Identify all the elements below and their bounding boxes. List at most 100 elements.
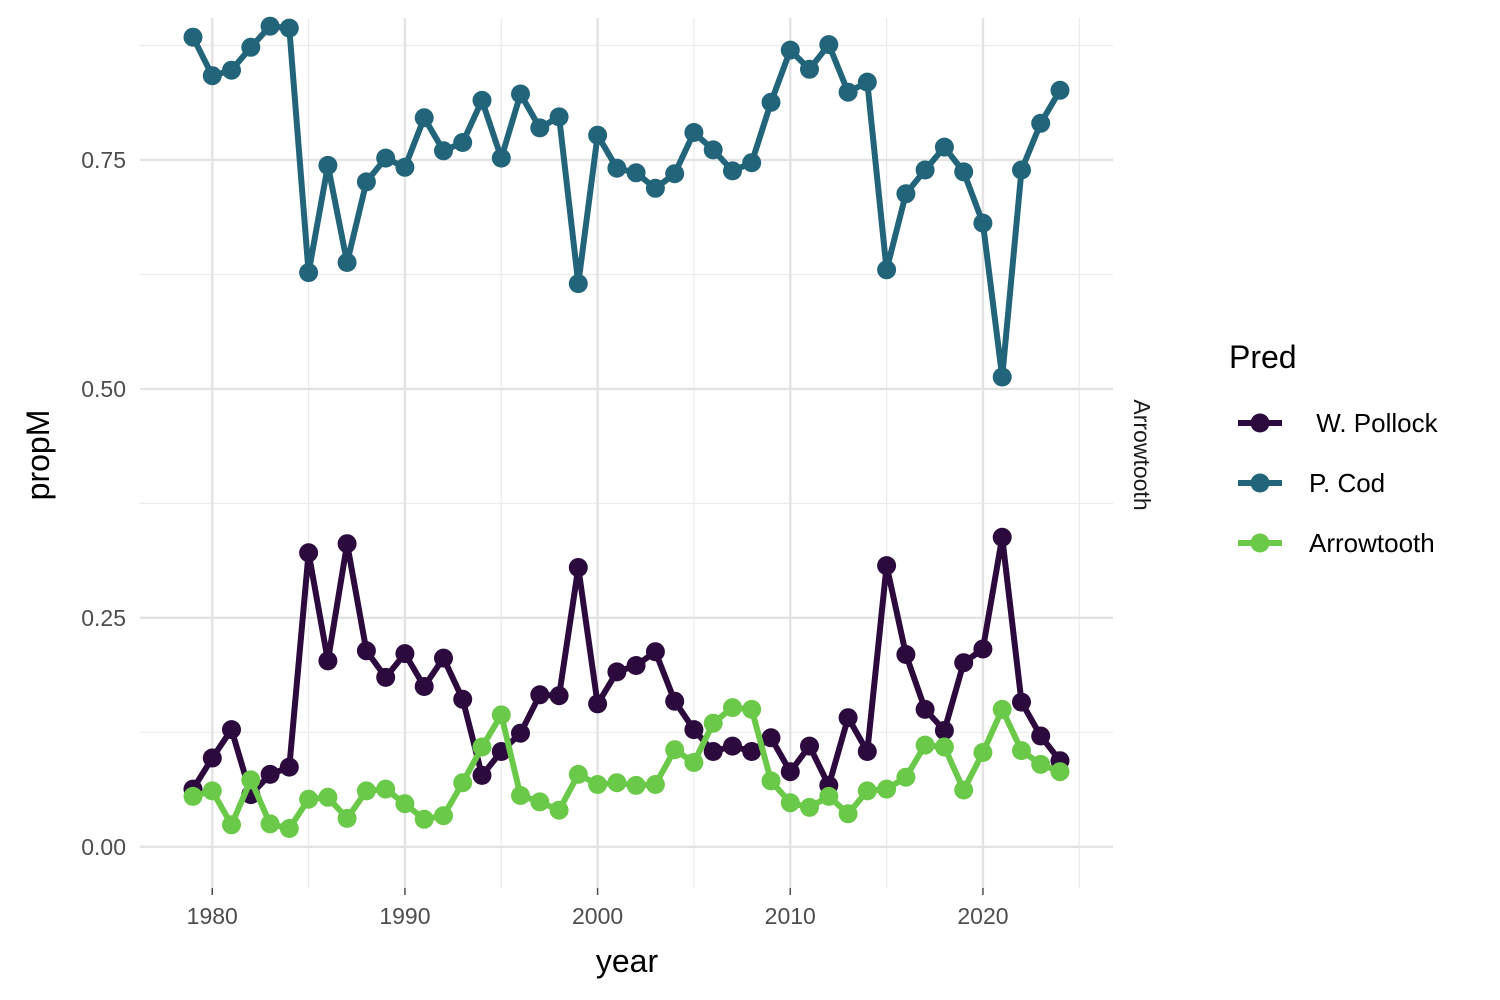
data-point bbox=[915, 735, 935, 755]
data-point bbox=[588, 125, 608, 145]
data-point bbox=[434, 806, 453, 826]
data-point bbox=[202, 66, 222, 86]
data-point bbox=[934, 721, 954, 740]
data-point bbox=[202, 748, 222, 768]
data-point bbox=[183, 786, 203, 806]
data-point bbox=[780, 40, 800, 60]
data-point bbox=[222, 60, 241, 80]
data-point bbox=[260, 16, 280, 36]
facet-strip-label: Arrowtooth bbox=[1129, 399, 1155, 510]
data-point bbox=[665, 740, 685, 760]
data-point bbox=[703, 713, 723, 733]
legend-item: Arrowtooth bbox=[1238, 528, 1435, 558]
data-point bbox=[568, 274, 588, 294]
x-tick-label: 2020 bbox=[957, 903, 1008, 929]
data-point bbox=[588, 775, 608, 794]
data-point bbox=[819, 35, 839, 55]
data-point bbox=[337, 808, 357, 828]
data-point bbox=[838, 708, 858, 728]
data-point bbox=[337, 534, 357, 554]
data-point bbox=[992, 527, 1012, 547]
data-point bbox=[318, 155, 338, 175]
series-layer bbox=[183, 16, 1070, 838]
y-tick-label: 0.75 bbox=[81, 147, 126, 173]
data-point bbox=[279, 819, 299, 838]
data-point bbox=[723, 698, 742, 718]
data-point bbox=[241, 37, 261, 57]
data-point bbox=[491, 148, 511, 168]
data-point bbox=[819, 786, 839, 806]
x-axis-title: year bbox=[596, 943, 659, 979]
legend-title: Pred bbox=[1229, 339, 1297, 375]
data-point bbox=[376, 667, 396, 687]
data-point bbox=[356, 172, 376, 192]
data-point bbox=[915, 699, 935, 719]
data-point bbox=[992, 699, 1012, 719]
legend-label: P. Cod bbox=[1309, 468, 1385, 498]
data-point bbox=[1031, 726, 1051, 746]
legend-key-point bbox=[1250, 413, 1270, 433]
data-point bbox=[723, 736, 742, 756]
data-point bbox=[742, 699, 762, 719]
data-point bbox=[973, 743, 993, 762]
data-point bbox=[395, 644, 415, 664]
data-point bbox=[434, 648, 453, 668]
data-point bbox=[857, 72, 877, 92]
y-axis-title: propM bbox=[20, 410, 56, 501]
data-point bbox=[241, 770, 261, 790]
data-point bbox=[222, 720, 241, 740]
data-point bbox=[703, 140, 723, 160]
legend: Pred W. Pollock P. Cod Arrowtooth bbox=[1229, 339, 1439, 558]
data-point bbox=[1012, 692, 1031, 712]
axes: 1980 1990 2000 2010 2020 0.00 0.25 0.50 0.75 bbox=[81, 147, 1008, 929]
data-point bbox=[453, 133, 473, 152]
data-point bbox=[607, 773, 627, 793]
data-point bbox=[511, 786, 530, 805]
data-point bbox=[260, 764, 280, 784]
data-point bbox=[279, 757, 299, 777]
data-point bbox=[703, 742, 723, 761]
data-point bbox=[260, 814, 280, 834]
data-point bbox=[626, 775, 646, 795]
data-point bbox=[780, 793, 800, 813]
data-point bbox=[800, 736, 819, 756]
legend-label: Arrowtooth bbox=[1309, 528, 1435, 558]
data-point bbox=[337, 253, 357, 272]
data-point bbox=[1031, 113, 1051, 133]
data-point bbox=[877, 260, 897, 280]
data-point bbox=[915, 160, 935, 180]
legend-item: W. Pollock bbox=[1238, 408, 1439, 438]
data-point bbox=[800, 59, 819, 79]
data-point bbox=[395, 157, 415, 177]
data-point bbox=[665, 164, 685, 184]
data-point bbox=[934, 137, 954, 157]
data-point bbox=[645, 642, 665, 662]
x-tick-label: 1990 bbox=[379, 903, 430, 929]
data-point bbox=[568, 558, 588, 577]
data-point bbox=[1012, 160, 1031, 180]
series-p-cod bbox=[183, 16, 1070, 387]
series-w-pollock bbox=[183, 527, 1070, 805]
data-point bbox=[395, 794, 415, 814]
data-point bbox=[723, 161, 742, 181]
data-point bbox=[896, 184, 916, 204]
data-point bbox=[376, 148, 396, 168]
data-point bbox=[607, 158, 627, 178]
legend-label: W. Pollock bbox=[1309, 408, 1439, 438]
data-point bbox=[472, 737, 492, 757]
data-point bbox=[453, 773, 473, 793]
data-point bbox=[626, 656, 646, 675]
data-point bbox=[588, 694, 608, 714]
data-point bbox=[530, 792, 550, 812]
x-tick-label: 1980 bbox=[187, 903, 238, 929]
data-point bbox=[684, 753, 704, 772]
legend-item: P. Cod bbox=[1238, 468, 1385, 498]
data-point bbox=[607, 662, 627, 682]
data-point bbox=[780, 762, 800, 782]
data-point bbox=[414, 809, 434, 829]
legend-items: W. Pollock P. Cod Arrowtooth bbox=[1238, 408, 1439, 558]
data-point bbox=[279, 18, 299, 38]
data-point bbox=[742, 742, 762, 761]
